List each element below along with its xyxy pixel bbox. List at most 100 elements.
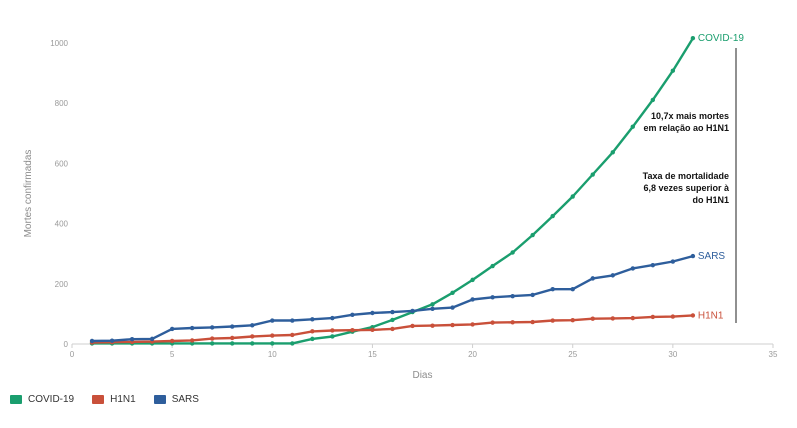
data-point-h1n1 [530, 319, 535, 325]
data-point-sars [450, 305, 455, 310]
data-point-h1n1 [470, 322, 475, 327]
y-tick-label: 200 [55, 280, 69, 289]
data-point-covid-19 [189, 341, 195, 346]
data-point-sars [430, 306, 435, 311]
y-tick-label: 1000 [50, 39, 68, 48]
data-point-sars [670, 259, 676, 264]
data-point-covid-19 [210, 341, 215, 346]
y-tick-label: 0 [64, 340, 69, 349]
data-point-covid-19 [270, 341, 275, 346]
x-tick-label: 25 [568, 350, 577, 359]
data-point-sars [410, 308, 415, 314]
data-point-h1n1 [690, 313, 696, 318]
data-point-sars [290, 318, 295, 323]
data-point-covid-19 [550, 213, 555, 219]
y-axis-title: Mortes confirmadas [23, 150, 34, 238]
x-tick-label: 15 [368, 350, 377, 359]
series-end-label-h1n1: H1N1 [698, 310, 724, 321]
data-point-h1n1 [570, 318, 575, 323]
legend-item-h1n1[interactable]: H1N1 [92, 394, 136, 405]
data-point-h1n1 [550, 318, 555, 323]
data-point-sars [169, 326, 175, 332]
data-point-h1n1 [650, 314, 656, 320]
data-point-sars [390, 309, 395, 315]
data-point-covid-19 [590, 172, 595, 177]
data-point-covid-19 [290, 341, 295, 346]
data-point-h1n1 [670, 314, 676, 319]
data-point-h1n1 [250, 334, 255, 339]
data-point-sars [250, 323, 255, 328]
data-point-covid-19 [310, 336, 315, 342]
data-point-h1n1 [270, 333, 275, 338]
data-point-covid-19 [470, 277, 475, 283]
annotation-text: 6,8 vezes superior à [643, 183, 730, 193]
data-point-covid-19 [230, 341, 235, 346]
data-point-covid-19 [450, 290, 455, 296]
series-line-covid-19 [90, 37, 695, 345]
data-point-covid-19 [570, 194, 575, 199]
legend-swatch [10, 395, 22, 404]
data-point-sars [590, 276, 595, 281]
data-point-covid-19 [630, 124, 635, 129]
data-point-covid-19 [390, 317, 395, 323]
legend-swatch [153, 395, 166, 404]
data-point-sars [210, 325, 215, 330]
data-point-h1n1 [230, 335, 235, 341]
data-point-sars [350, 312, 355, 318]
data-point-sars [149, 336, 155, 342]
legend-label: COVID-19 [28, 394, 75, 405]
legend-label: SARS [171, 394, 199, 405]
annotation-text: em relação ao H1N1 [643, 123, 729, 133]
data-point-h1n1 [510, 320, 515, 325]
data-point-h1n1 [310, 329, 315, 334]
data-point-sars [690, 253, 696, 259]
data-point-sars [310, 317, 315, 322]
legend-swatch [92, 395, 105, 404]
axes: 0 5 10 15 20 25 30 35 0 200 400 600 800 1000 Dias Morte… [23, 39, 778, 381]
data-point-covid-19 [690, 35, 696, 41]
data-point-h1n1 [430, 323, 435, 328]
legend-label: H1N1 [110, 394, 136, 405]
data-point-sars [570, 287, 575, 292]
data-point-covid-19 [510, 250, 515, 255]
annotation-text: do H1N1 [692, 195, 729, 205]
x-tick-label: 10 [268, 350, 277, 359]
data-point-sars [370, 310, 375, 316]
data-point-sars [530, 292, 535, 298]
data-point-covid-19 [650, 97, 656, 103]
x-axis-title: Dias [412, 370, 432, 381]
x-tick-label: 5 [170, 350, 175, 359]
data-point-covid-19 [250, 341, 255, 346]
data-point-sars [129, 336, 135, 342]
legend-item-covid-19[interactable]: COVID-19 [10, 394, 74, 405]
legend-item-sars[interactable]: SARS [153, 394, 199, 405]
series-end-label-covid-19: COVID-19 [698, 33, 745, 44]
x-tick-label: 20 [468, 350, 477, 359]
annotations: 10,7x mais mortes em relação ao H1N1 Taxa … [643, 48, 737, 323]
data-point-sars [510, 293, 515, 299]
data-point-h1n1 [590, 316, 595, 321]
data-point-h1n1 [370, 327, 375, 333]
data-point-sars [189, 325, 195, 331]
data-point-covid-19 [670, 68, 676, 73]
data-point-h1n1 [410, 323, 415, 329]
annotation-text: Taxa de mortalidade [643, 171, 729, 181]
data-point-covid-19 [330, 334, 335, 339]
data-point-h1n1 [450, 322, 455, 328]
data-point-covid-19 [610, 150, 615, 155]
data-point-sars [650, 262, 656, 268]
data-point-sars [550, 287, 555, 292]
data-point-sars [490, 295, 495, 300]
y-tick-label: 600 [55, 159, 69, 168]
data-point-sars [89, 338, 95, 344]
x-tick-label: 0 [70, 350, 75, 359]
data-point-h1n1 [290, 332, 295, 338]
data-point-h1n1 [330, 328, 335, 333]
y-tick-label: 800 [55, 99, 69, 108]
data-point-h1n1 [210, 336, 215, 341]
data-point-sars [630, 266, 635, 271]
data-point-h1n1 [350, 327, 355, 333]
series-group: COVID-19 H1N1 SARS [89, 33, 745, 346]
